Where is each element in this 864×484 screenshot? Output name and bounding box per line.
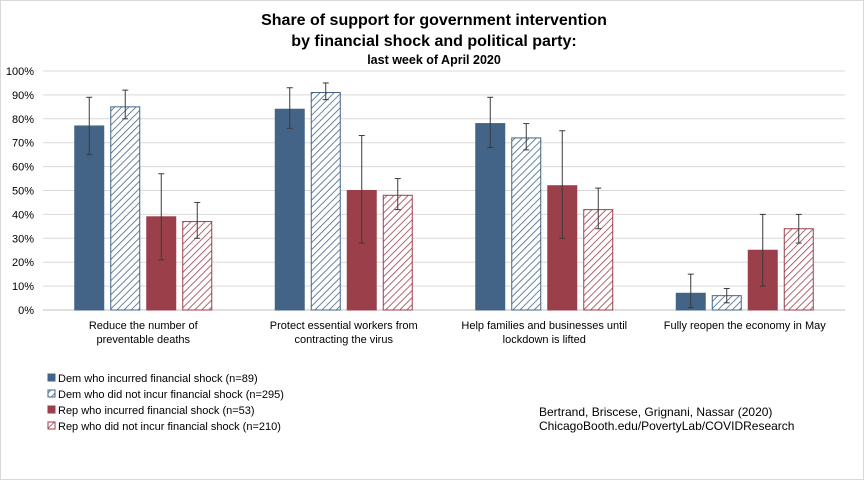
bar xyxy=(310,92,341,311)
source-line-2: ChicagoBooth.edu/PovertyLab/COVIDResearc… xyxy=(539,419,794,433)
legend-label: Rep who did not incur financial shock (n… xyxy=(58,421,281,433)
bar xyxy=(511,137,542,311)
category-label: Help families and businesses until xyxy=(461,320,627,332)
bar xyxy=(274,108,305,311)
y-tick-label: 90% xyxy=(12,90,34,102)
chart-title-line-2: by financial shock and political party: xyxy=(291,33,576,50)
y-axis-ticks: 0% 10% 20% 30% 40% 50% 60% 70% 80% 90% 100% xyxy=(6,66,34,317)
source-line-1: Bertrand, Briscese, Grignani, Nassar (20… xyxy=(539,405,772,419)
y-tick-label: 10% xyxy=(12,281,34,293)
bars xyxy=(74,92,814,311)
legend-swatch xyxy=(47,373,56,382)
error-bars xyxy=(86,82,802,309)
y-tick-label: 80% xyxy=(12,114,34,126)
gridlines xyxy=(43,70,845,311)
bar xyxy=(74,125,105,311)
category-label: Fully reopen the economy in May xyxy=(664,320,827,332)
y-tick-label: 20% xyxy=(12,257,34,269)
category-label: lockdown is lifted xyxy=(503,334,586,346)
legend-swatch xyxy=(47,421,56,430)
legend: Dem who incurred financial shock (n=89) D… xyxy=(47,373,284,433)
y-tick-label: 70% xyxy=(12,138,34,150)
x-axis-categories: Reduce the number of preventable deaths Pr… xyxy=(89,320,826,346)
y-tick-label: 50% xyxy=(12,186,34,198)
bar xyxy=(382,194,413,311)
chart-subtitle: last week of April 2020 xyxy=(367,53,501,67)
category-label: contracting the virus xyxy=(295,334,394,346)
y-tick-label: 0% xyxy=(18,305,34,317)
legend-label: Rep who incurred financial shock (n=53) xyxy=(58,405,255,417)
bar xyxy=(475,123,506,311)
legend-swatch xyxy=(47,389,56,398)
y-tick-label: 30% xyxy=(12,233,34,245)
category-label: Reduce the number of xyxy=(89,320,199,332)
bar xyxy=(110,106,141,311)
legend-swatch xyxy=(47,405,56,414)
legend-label: Dem who incurred financial shock (n=89) xyxy=(58,373,258,385)
chart-title-line-1: Share of support for government interven… xyxy=(261,12,607,29)
y-tick-label: 60% xyxy=(12,162,34,174)
legend-label: Dem who did not incur financial shock (n… xyxy=(58,389,284,401)
y-tick-label: 100% xyxy=(6,66,34,78)
category-label: Protect essential workers from xyxy=(270,320,418,332)
y-tick-label: 40% xyxy=(12,209,34,221)
category-label: preventable deaths xyxy=(96,334,190,346)
